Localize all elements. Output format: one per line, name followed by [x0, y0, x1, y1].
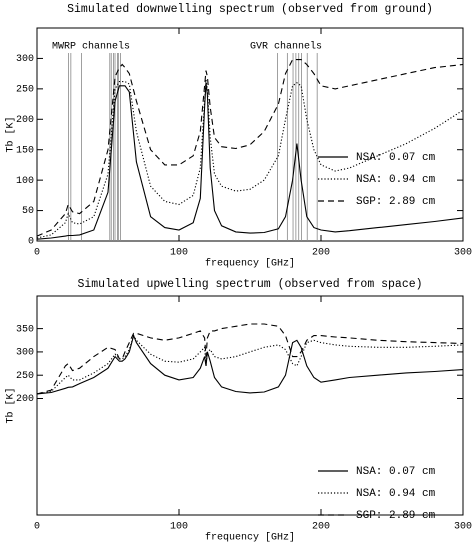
y-tick-label: 200 — [16, 115, 34, 126]
legend-label: SGP: 2.89 cm — [356, 510, 436, 522]
y-axis-label: Tb [K] — [5, 387, 17, 423]
y-axis-label: Tb [K] — [5, 116, 17, 152]
series-line — [37, 82, 463, 240]
y-tick-label: 50 — [22, 206, 34, 217]
series-line — [37, 334, 463, 395]
plot-frame — [36, 295, 464, 516]
annotation: MWRP channels — [52, 41, 130, 53]
x-tick-label: 100 — [170, 522, 188, 533]
x-tick-label: 0 — [34, 248, 40, 259]
x-tick-label: 300 — [454, 522, 472, 533]
series-line — [37, 59, 463, 237]
y-tick-label: 100 — [16, 176, 34, 187]
y-tick-label: 300 — [16, 348, 34, 359]
chart-title: Simulated upwelling spectrum (observed f… — [77, 278, 422, 291]
y-tick-label: 250 — [16, 84, 34, 95]
legend-label: NSA: 0.94 cm — [356, 488, 436, 500]
x-tick-label: 100 — [170, 248, 188, 259]
legend-label: NSA: 0.07 cm — [356, 466, 436, 478]
annotation: GVR channels — [250, 41, 322, 53]
y-tick-label: 250 — [16, 371, 34, 382]
series-line — [37, 333, 463, 395]
x-tick-label: 0 — [34, 522, 40, 533]
y-tick-label: 0 — [28, 237, 34, 248]
legend-label: NSA: 0.94 cm — [356, 174, 436, 186]
series-line — [37, 79, 463, 239]
plot-frame — [36, 27, 464, 242]
y-tick-label: 150 — [16, 145, 34, 156]
x-axis-label: frequency [GHz] — [205, 532, 295, 544]
y-tick-label: 350 — [16, 324, 34, 335]
legend-label: SGP: 2.89 cm — [356, 196, 436, 208]
series-line — [37, 323, 463, 395]
x-tick-label: 200 — [312, 522, 330, 533]
chart-title: Simulated downwelling spectrum (observed… — [67, 3, 433, 16]
x-tick-label: 200 — [312, 248, 330, 259]
x-tick-label: 300 — [454, 248, 472, 259]
y-tick-label: 300 — [16, 54, 34, 65]
y-tick-label: 200 — [16, 394, 34, 405]
legend-label: NSA: 0.07 cm — [356, 152, 436, 164]
x-axis-label: frequency [GHz] — [205, 258, 295, 270]
